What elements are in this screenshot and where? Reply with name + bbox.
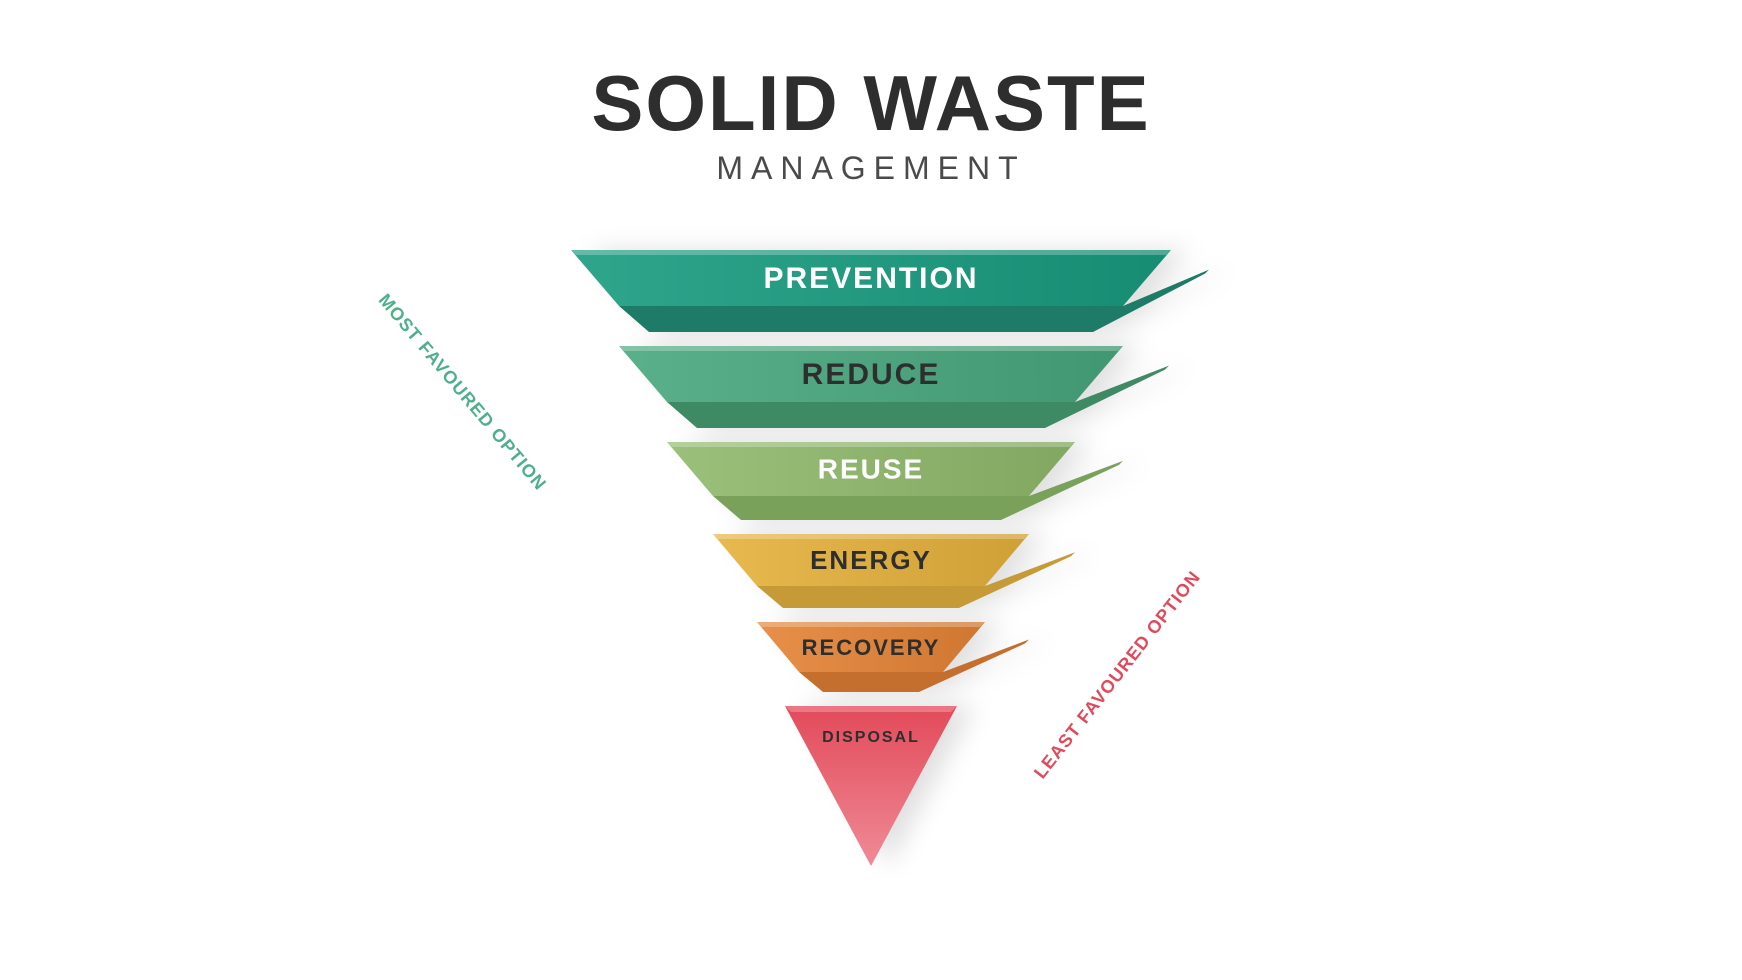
funnel-skirt-left-3 (757, 586, 871, 608)
funnel-label-4: RECOVERY (802, 635, 941, 660)
funnel-label-3: ENERGY (810, 545, 932, 575)
infographic-root: SOLID WASTE MANAGEMENT PREVENTION REDUCE R… (0, 0, 1742, 980)
funnel-skirt-left-4 (799, 672, 871, 692)
funnel-skirt-left-0 (619, 306, 871, 332)
funnel-label-2: REUSE (818, 453, 924, 484)
title-main: SOLID WASTE (0, 58, 1742, 149)
funnel-label-5: DISPOSAL (822, 729, 920, 746)
funnel-label-1: REDUCE (802, 358, 941, 391)
title-sub: MANAGEMENT (0, 150, 1742, 187)
funnel-skirt-left-1 (667, 402, 871, 428)
funnel-diagram: PREVENTION REDUCE REUSE ENERGY RECOVERY DISPO… (511, 230, 1231, 930)
funnel-skirt-left-2 (713, 496, 871, 520)
funnel-label-0: PREVENTION (763, 262, 978, 295)
